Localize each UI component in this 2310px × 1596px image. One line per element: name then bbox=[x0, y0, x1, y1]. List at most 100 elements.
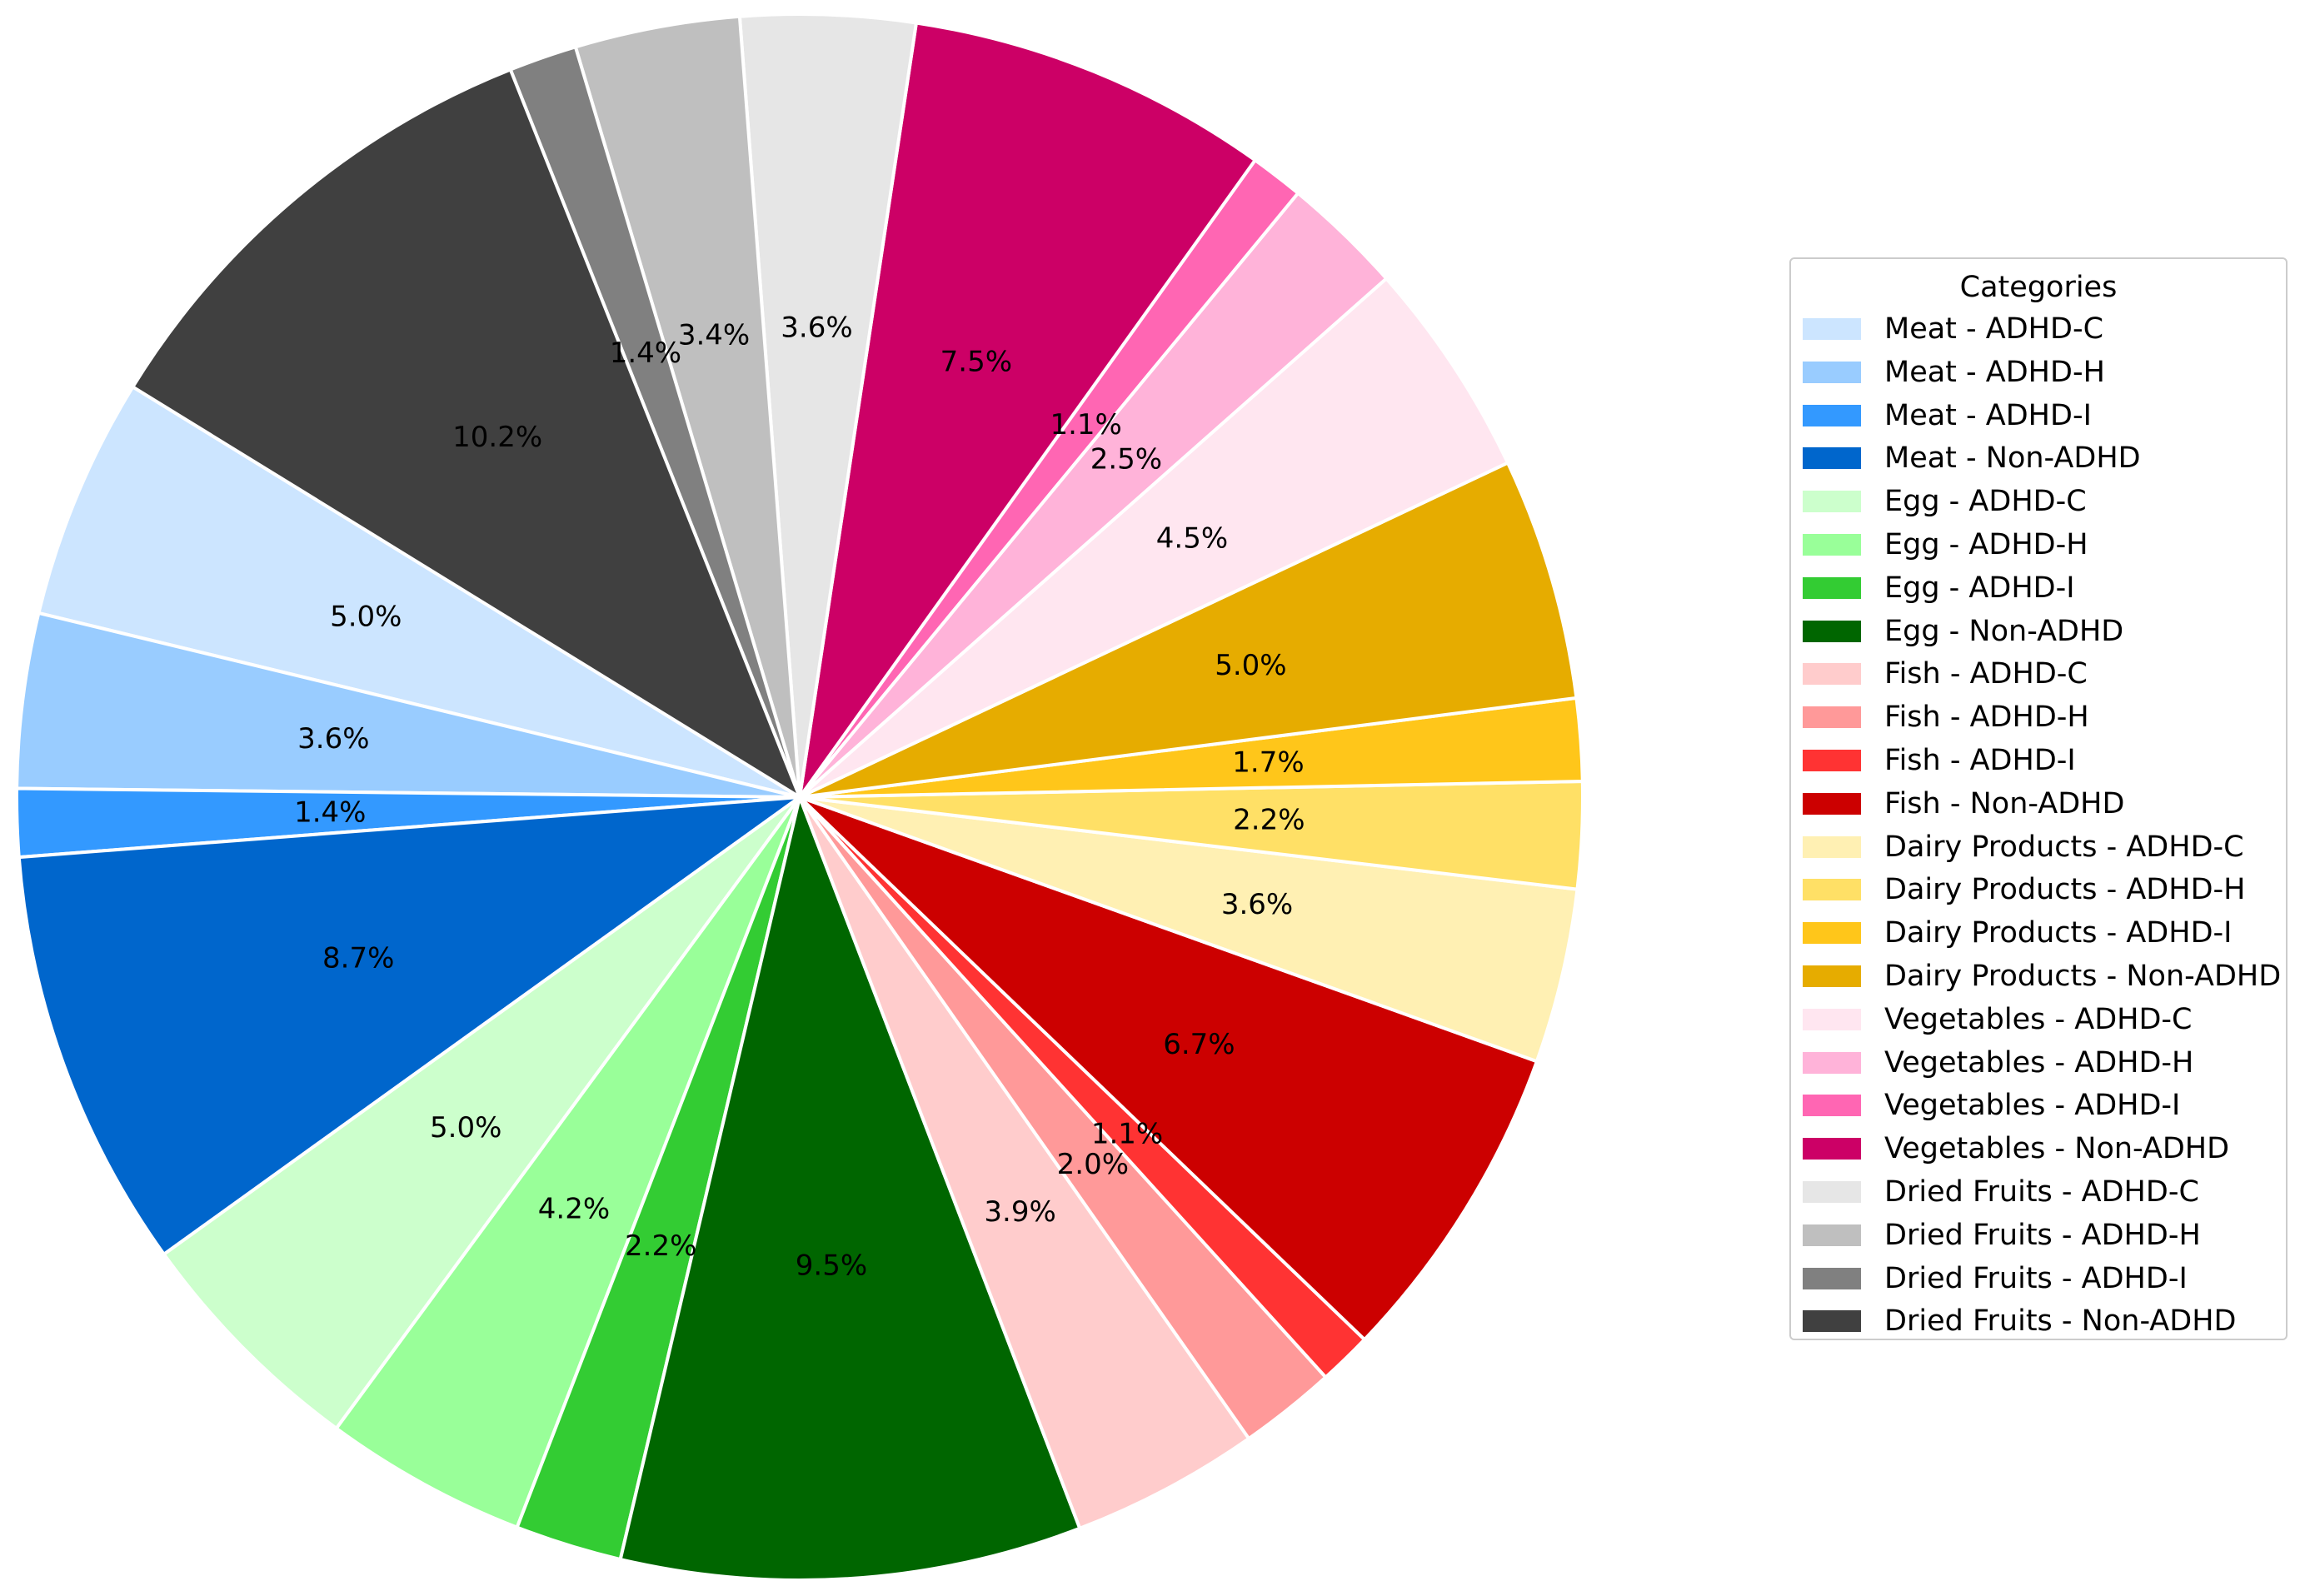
pie-slice-label-17: 4.5% bbox=[1156, 522, 1228, 556]
legend-item: Dairy Products - Non-ADHD bbox=[1791, 955, 2286, 998]
legend-item: Vegetables - Non-ADHD bbox=[1791, 1127, 2286, 1170]
pie-slice-5 bbox=[162, 796, 801, 1430]
legend-swatch bbox=[1803, 1138, 1861, 1160]
legend-swatch bbox=[1803, 835, 1861, 858]
pie-slice-16 bbox=[798, 461, 1579, 799]
pie-slice-label-3: 1.4% bbox=[294, 796, 366, 830]
legend-label: Dairy Products - ADHD-I bbox=[1884, 916, 2233, 950]
legend-label: Vegetables - Non-ADHD bbox=[1884, 1132, 2230, 1166]
legend-item: Dried Fruits - ADHD-H bbox=[1791, 1214, 2286, 1257]
legend-swatch bbox=[1803, 361, 1861, 383]
pie-slice-label-1: 5.0% bbox=[330, 600, 402, 633]
legend-swatch bbox=[1803, 750, 1861, 771]
legend-label: Fish - ADHD-C bbox=[1884, 657, 2088, 691]
legend-item: Fish - Non-ADHD bbox=[1791, 782, 2286, 825]
legend-label: Egg - Non-ADHD bbox=[1884, 614, 2124, 648]
legend-title: Categories bbox=[1959, 271, 2118, 304]
legend-swatch bbox=[1803, 1267, 1861, 1289]
pie-slice-label-6: 4.2% bbox=[538, 1193, 610, 1226]
pie-slice-label-13: 3.6% bbox=[1221, 888, 1293, 921]
pie-slice-label-19: 1.1% bbox=[1050, 408, 1121, 441]
pie-slice-9 bbox=[798, 796, 1251, 1530]
legend-item: Fish - ADHD-I bbox=[1791, 739, 2286, 782]
legend-swatch bbox=[1803, 706, 1861, 729]
pie-slice-6 bbox=[334, 796, 801, 1529]
legend-label: Fish - ADHD-I bbox=[1884, 744, 2076, 777]
pie-slice-label-22: 3.4% bbox=[678, 318, 750, 352]
legend-label: Meat - ADHD-I bbox=[1884, 398, 2092, 432]
legend-label: Dried Fruits - ADHD-I bbox=[1884, 1261, 2188, 1295]
pie-slice-label-23: 1.4% bbox=[610, 337, 681, 370]
legend-label: Egg - ADHD-I bbox=[1884, 571, 2075, 605]
legend-item: Meat - ADHD-C bbox=[1791, 307, 2286, 351]
legend-item: Dried Fruits - Non-ADHD bbox=[1791, 1299, 2286, 1343]
pie-slice-label-11: 1.1% bbox=[1091, 1117, 1163, 1150]
legend-label: Meat - ADHD-H bbox=[1884, 355, 2105, 389]
pie-slice-label-20: 7.5% bbox=[940, 345, 1012, 378]
legend-item: Egg - ADHD-I bbox=[1791, 566, 2286, 610]
legend-item: Vegetables - ADHD-I bbox=[1791, 1084, 2286, 1127]
legend-label: Meat - ADHD-C bbox=[1884, 312, 2104, 346]
pie-slice-label-5: 5.0% bbox=[430, 1111, 501, 1145]
legend-swatch bbox=[1803, 965, 1861, 987]
pie-slice-4 bbox=[17, 796, 801, 1256]
pie-slice-2 bbox=[15, 611, 801, 799]
legend-item: Dried Fruits - ADHD-I bbox=[1791, 1257, 2286, 1300]
pie-slice-label-9: 3.9% bbox=[984, 1195, 1055, 1229]
pie-slice-label-16: 5.0% bbox=[1215, 649, 1286, 682]
legend-swatch bbox=[1803, 879, 1861, 901]
legend-label: Vegetables - ADHD-C bbox=[1884, 1002, 2193, 1036]
pie-percent-labels: 5.0% 3.6% 1.4% 8.7% 5.0% 4.2% 2.2% 9.5% 3.9%2.0%… bbox=[294, 311, 1305, 1282]
legend-swatch bbox=[1803, 922, 1861, 945]
legend-label: Dried Fruits - ADHD-H bbox=[1884, 1218, 2201, 1252]
legend-swatch bbox=[1803, 1051, 1861, 1074]
legend-swatch bbox=[1803, 1310, 1861, 1333]
pie-slice-1 bbox=[37, 385, 801, 799]
pie-slice-label-8: 9.5% bbox=[796, 1249, 867, 1283]
legend-swatch bbox=[1803, 620, 1861, 642]
legend-swatch bbox=[1803, 447, 1861, 470]
legend-swatch bbox=[1803, 1224, 1861, 1246]
pie-slice-label-24: 10.2% bbox=[452, 421, 542, 454]
legend-item: Dairy Products - ADHD-H bbox=[1791, 868, 2286, 911]
legend-item: Egg - ADHD-H bbox=[1791, 523, 2286, 566]
legend-item: Vegetables - ADHD-C bbox=[1791, 998, 2286, 1041]
legend-label: Egg - ADHD-H bbox=[1884, 528, 2088, 561]
pie-slice-label-21: 3.6% bbox=[781, 311, 852, 344]
pie-slices bbox=[15, 12, 1584, 1582]
legend-label: Meat - Non-ADHD bbox=[1884, 441, 2141, 476]
pie-slice-8 bbox=[618, 796, 1082, 1582]
legend-item: Egg - Non-ADHD bbox=[1791, 610, 2286, 653]
legend-swatch bbox=[1803, 318, 1861, 340]
legend-item: Fish - ADHD-H bbox=[1791, 696, 2286, 739]
legend-swatch bbox=[1803, 576, 1861, 599]
legend-item: Meat - ADHD-I bbox=[1791, 394, 2286, 437]
legend: Categories Meat - ADHD-C Meat - ADHD-H Mea… bbox=[1789, 257, 2288, 1340]
legend-item: Meat - ADHD-H bbox=[1791, 351, 2286, 394]
legend-label: Vegetables - ADHD-H bbox=[1884, 1045, 2194, 1080]
pie-slice-label-14: 2.2% bbox=[1233, 804, 1305, 837]
pie-slice-label-10: 2.0% bbox=[1057, 1148, 1129, 1181]
legend-swatch bbox=[1803, 1008, 1861, 1030]
pie-slice-17 bbox=[798, 277, 1509, 799]
pie-slice-13 bbox=[798, 796, 1579, 1064]
legend-label: Dairy Products - Non-ADHD bbox=[1884, 960, 2282, 993]
pie-slice-label-2: 3.6% bbox=[297, 722, 369, 756]
pie-slice-label-7: 2.2% bbox=[625, 1229, 696, 1263]
legend-label: Dairy Products - ADHD-C bbox=[1884, 830, 2244, 864]
legend-item: Vegetables - ADHD-H bbox=[1791, 1041, 2286, 1085]
legend-swatch bbox=[1803, 1095, 1861, 1117]
legend-item: Meat - Non-ADHD bbox=[1791, 436, 2286, 480]
legend-swatch bbox=[1803, 663, 1861, 686]
legend-label: Vegetables - ADHD-I bbox=[1884, 1089, 2181, 1123]
pie-slice-label-15: 1.7% bbox=[1232, 746, 1304, 780]
pie-slice-label-4: 8.7% bbox=[322, 941, 394, 975]
legend-label: Fish - Non-ADHD bbox=[1884, 786, 2125, 820]
legend-item: Dairy Products - ADHD-I bbox=[1791, 911, 2286, 955]
legend-item: Dried Fruits - ADHD-C bbox=[1791, 1170, 2286, 1214]
legend-swatch bbox=[1803, 1181, 1861, 1203]
pie-slice-21 bbox=[737, 12, 918, 799]
legend-swatch bbox=[1803, 404, 1861, 426]
